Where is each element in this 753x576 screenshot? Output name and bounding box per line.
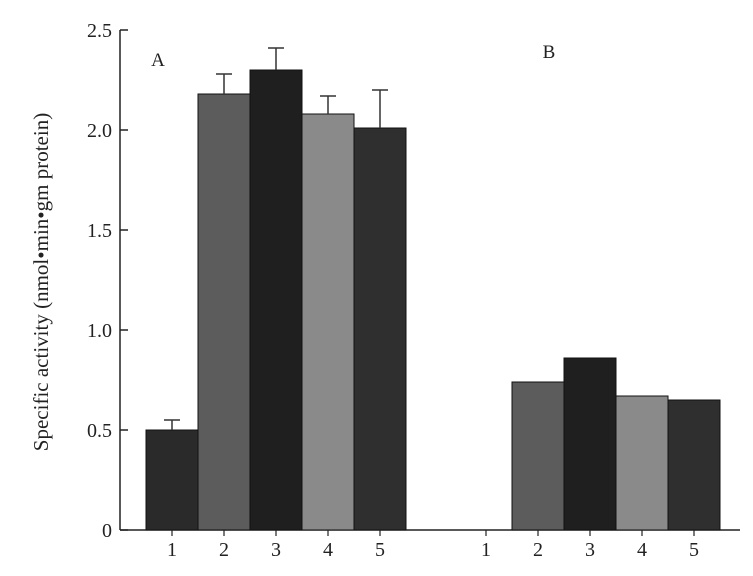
bar-b-3 — [563, 357, 617, 531]
x-tick-label-b-1: 1 — [481, 539, 491, 561]
bar-b-4 — [615, 395, 669, 531]
x-tick-label-a-1: 1 — [167, 539, 177, 561]
y-tick-label-5: 2.5 — [87, 20, 112, 42]
bar-a-4 — [301, 113, 355, 531]
y-axis-label: Specific activity (nmol•min•gm protein) — [29, 113, 53, 451]
y-tick-label-2: 1.0 — [87, 320, 112, 342]
bar-b-2 — [511, 381, 565, 531]
x-tick-label-a-4: 4 — [323, 539, 333, 561]
y-tick-label-3: 1.5 — [87, 220, 112, 242]
x-tick-label-b-4: 4 — [637, 539, 647, 561]
y-tick-label-0: 0 — [102, 520, 112, 542]
bar-a-1 — [145, 429, 199, 531]
bar-b-5 — [667, 399, 721, 531]
x-tick-label-a-3: 3 — [271, 539, 281, 561]
x-tick-label-b-2: 2 — [533, 539, 543, 561]
y-tick-label-4: 2.0 — [87, 120, 112, 142]
panel-label-b: B — [543, 42, 556, 63]
bar-a-3 — [249, 69, 303, 531]
x-tick-label-b-3: 3 — [585, 539, 595, 561]
panel-label-a: A — [151, 50, 165, 71]
x-tick-label-a-2: 2 — [219, 539, 229, 561]
bar-a-2 — [197, 93, 251, 531]
plot-area: 0 0.5 1.0 1.5 2.0 2.5 1 2 3 4 5 1 2 3 4 5 — [87, 20, 740, 561]
y-tick-label-1: 0.5 — [87, 420, 112, 442]
x-tick-label-a-5: 5 — [375, 539, 385, 561]
x-tick-label-b-5: 5 — [689, 539, 699, 561]
bar-a-5 — [353, 127, 407, 531]
